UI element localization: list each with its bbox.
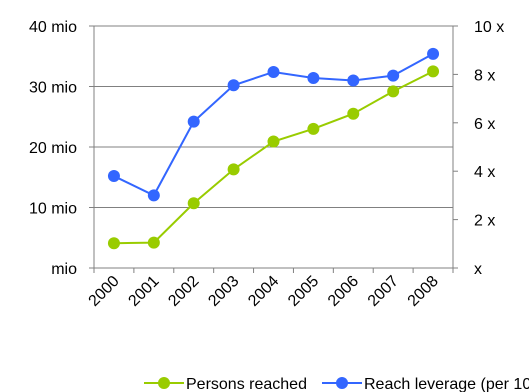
series-1-point-2 bbox=[187, 115, 200, 128]
series-1-point-5 bbox=[307, 72, 320, 85]
series-0 bbox=[107, 65, 440, 250]
right-tick-label-5: 10 x bbox=[474, 19, 504, 36]
series-0-point-2 bbox=[187, 197, 200, 210]
left-tick-label-1: 10 mio bbox=[29, 201, 77, 218]
x-tick-label-8: 2008 bbox=[405, 273, 442, 310]
x-tick-label-0: 2000 bbox=[86, 273, 123, 310]
grid-lines bbox=[94, 25, 453, 208]
right-tick-label-0: x bbox=[474, 261, 482, 278]
legend-label-1: Reach leverage (per 10$ bbox=[364, 376, 529, 392]
legend-label-0: Persons reached bbox=[186, 376, 307, 392]
series-layer bbox=[107, 47, 440, 250]
series-1-point-8 bbox=[427, 47, 440, 60]
right-tick-label-2: 4 x bbox=[474, 164, 495, 181]
x-axis-ticks: 2000 2001 2002 2003 2004 2005 2006 2007 2008 bbox=[86, 268, 454, 310]
right-tick-label-4: 8 x bbox=[474, 67, 495, 84]
right-tick-label-1: 2 x bbox=[474, 213, 495, 230]
x-tick-label-2: 2002 bbox=[165, 273, 202, 310]
x-tick-label-1: 2001 bbox=[125, 273, 162, 310]
right-tick-label-3: 6 x bbox=[474, 116, 495, 133]
x-tick-label-6: 2006 bbox=[325, 273, 362, 310]
series-0-point-8 bbox=[427, 65, 440, 78]
legend-item-1: Reach leverage (per 10$ bbox=[322, 376, 529, 392]
series-0-point-4 bbox=[267, 135, 280, 148]
x-tick-label-3: 2003 bbox=[205, 273, 242, 310]
series-1-point-0 bbox=[107, 170, 120, 183]
left-axis-ticks: mio 10 mio 20 mio 30 mio 40 mio bbox=[29, 19, 94, 278]
series-0-point-1 bbox=[147, 236, 160, 249]
series-line-0 bbox=[113, 70, 434, 245]
legend-item-0: Persons reached bbox=[144, 376, 307, 392]
series-0-point-7 bbox=[387, 85, 400, 98]
series-0-point-0 bbox=[107, 237, 120, 250]
legend-swatch-marker-1 bbox=[336, 377, 348, 389]
left-tick-label-0: mio bbox=[51, 261, 77, 278]
series-0-point-5 bbox=[307, 122, 320, 135]
legend-swatch-marker-0 bbox=[158, 377, 170, 389]
right-axis-ticks: x 2 x 4 x 6 x 8 x 10 x bbox=[453, 19, 504, 278]
left-tick-label-4: 40 mio bbox=[29, 19, 77, 36]
series-1-point-4 bbox=[267, 65, 280, 78]
series-1-point-7 bbox=[387, 69, 400, 82]
series-0-point-6 bbox=[347, 107, 360, 120]
legend: Persons reached Reach leverage (per 10$ bbox=[144, 376, 529, 392]
x-tick-label-7: 2007 bbox=[365, 273, 402, 310]
x-tick-label-4: 2004 bbox=[245, 273, 282, 310]
series-1 bbox=[107, 47, 440, 202]
series-1-point-6 bbox=[347, 74, 360, 87]
left-tick-label-2: 20 mio bbox=[29, 140, 77, 157]
x-tick-label-5: 2005 bbox=[285, 273, 322, 310]
left-tick-label-3: 30 mio bbox=[29, 80, 77, 97]
series-0-point-3 bbox=[227, 163, 240, 176]
series-1-point-3 bbox=[227, 79, 240, 92]
series-1-point-1 bbox=[147, 189, 160, 202]
